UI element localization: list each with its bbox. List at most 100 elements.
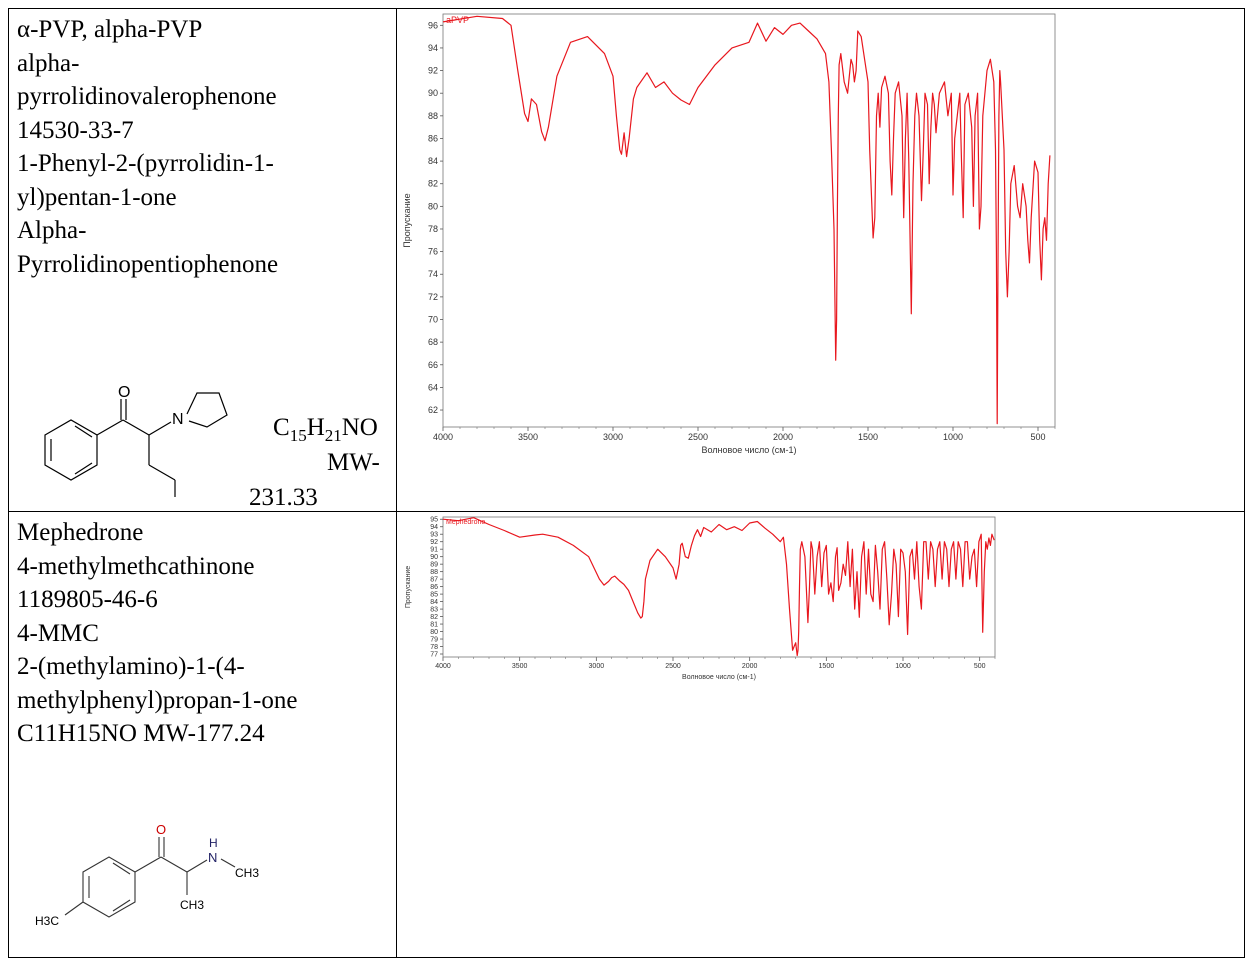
x-tick-label: 3000: [603, 432, 623, 442]
legend-label: aPVP: [446, 15, 469, 25]
name-line: pyrrolidinovalerophenone: [17, 83, 277, 110]
y-tick-label: 80: [428, 201, 438, 211]
name-line: Mephedrone: [17, 519, 144, 546]
x-tick-label: 1000: [895, 663, 911, 670]
spectrum-line: [442, 517, 995, 657]
y-tick-label: 96: [428, 20, 438, 30]
compound-text-lines: Mephedrone 4-methylmethcathinone 1189805…: [9, 512, 396, 751]
name-line: 4-methylmethcathinone: [17, 552, 255, 580]
x-tick-label: 3000: [588, 663, 604, 670]
y-tick-label: 90: [430, 554, 438, 561]
y-tick-label: 76: [428, 247, 438, 257]
name-line: Alpha-: [17, 217, 87, 244]
x-tick-label: 500: [1030, 432, 1045, 442]
benzene-ring: [82, 856, 136, 918]
x-tick-label: 1000: [943, 432, 963, 442]
compound-text-lines: α-PVP, alpha-PVP alpha- pyrrolidinovaler…: [9, 9, 396, 281]
oxygen-label: O: [118, 384, 130, 401]
y-tick-label: 94: [430, 524, 438, 531]
x-axis-label: Волновое число (см-1): [682, 674, 756, 681]
y-tick-label: 70: [428, 315, 438, 325]
cas-number: 1189805-46-6: [17, 586, 158, 613]
y-tick-label: 78: [428, 224, 438, 234]
mephedrone-structure: H3C O H N CH3 CH3: [35, 822, 259, 928]
spectrum-line: [442, 15, 1051, 425]
y-tick-label: 66: [428, 360, 438, 370]
y-axis-label: Пропускание: [402, 193, 412, 247]
x-tick-label: 3500: [518, 432, 538, 442]
nitrogen-label: N: [172, 411, 184, 428]
table-row: α-PVP, alpha-PVP alpha- pyrrolidinovaler…: [8, 8, 1245, 512]
x-tick-label: 2000: [741, 663, 757, 670]
y-tick-label: 89: [430, 561, 438, 568]
y-tick-label: 72: [428, 292, 438, 302]
n-methyl-label: CH3: [235, 866, 259, 880]
y-axis-label: Пропускание: [405, 566, 412, 608]
x-tick-label: 4000: [433, 432, 453, 442]
y-tick-label: 87: [430, 576, 438, 583]
y-tick-label: 78: [430, 644, 438, 651]
y-tick-label: 86: [428, 133, 438, 143]
y-tick-label: 68: [428, 337, 438, 347]
y-tick-label: 91: [430, 547, 438, 554]
name-line: methylphenyl)propan-1-one: [17, 686, 298, 714]
x-tick-label: 2500: [665, 663, 681, 670]
name-line: Pyrrolidinopentiophenone: [17, 250, 279, 278]
nitrogen-label: N: [208, 850, 217, 865]
y-tick-label: 83: [430, 606, 438, 613]
molecular-formula: C15H21NO: [273, 414, 378, 445]
pyrrolidine-ring: [186, 392, 228, 428]
name-line: alpha-: [17, 49, 80, 77]
alpha-pvp-structure: O N: [44, 384, 228, 497]
name-line: α-PVP, alpha-PVP: [17, 16, 203, 43]
table-row: Mephedrone 4-methylmethcathinone 1189805…: [8, 511, 1245, 958]
mw-value: 231.33: [249, 484, 318, 511]
y-tick-label: 92: [430, 539, 438, 546]
y-tick-label: 81: [430, 621, 438, 628]
y-tick-label: 84: [428, 156, 438, 166]
chart-background: [397, 10, 1058, 455]
y-tick-label: 62: [428, 405, 438, 415]
chart-background: [397, 513, 998, 685]
x-axis-label: Волновое число (см-1): [701, 445, 796, 455]
methyl-label: H3C: [35, 914, 59, 928]
name-line: yl)pentan-1-one: [17, 183, 177, 211]
compound-info-cell: α-PVP, alpha-PVP alpha- pyrrolidinovaler…: [8, 8, 397, 512]
y-tick-label: 88: [428, 111, 438, 121]
x-tick-label: 4000: [435, 663, 451, 670]
y-tick-label: 88: [430, 569, 438, 576]
benzene-ring: [44, 419, 98, 481]
y-tick-label: 74: [428, 269, 438, 279]
c-methyl-label: CH3: [180, 898, 204, 912]
hydrogen-label: H: [209, 836, 218, 850]
y-tick-label: 82: [428, 179, 438, 189]
y-tick-label: 93: [430, 532, 438, 539]
ir-spectrum-chart: 62 64 66 68 70 72 74 76 78 80 82 84 86 88 90 92 94 96 4000…: [397, 10, 1058, 455]
y-tick-label: 95: [430, 517, 438, 524]
x-tick-label: 1500: [818, 663, 834, 670]
y-tick-label: 77: [430, 651, 438, 658]
cas-number: 14530-33-7: [17, 116, 134, 144]
x-tick-label: 1500: [858, 432, 878, 442]
x-tick-label: 2500: [688, 432, 708, 442]
x-tick-label: 500: [973, 663, 985, 670]
oxygen-label: O: [156, 822, 166, 837]
spectra-table: α-PVP, alpha-PVP alpha- pyrrolidinovaler…: [8, 8, 1245, 958]
x-tick-label: 2000: [773, 432, 793, 442]
y-tick-label: 92: [428, 66, 438, 76]
y-tick-label: 90: [428, 88, 438, 98]
legend-label: Mephedrone: [446, 519, 485, 526]
spectrum-cell: 62 64 66 68 70 72 74 76 78 80 82 84 86 88 90 92 94 96 4000…: [395, 8, 1245, 512]
name-line: 1-Phenyl-2-(pyrrolidin-1-: [17, 150, 274, 177]
compound-info-cell: Mephedrone 4-methylmethcathinone 1189805…: [8, 511, 397, 958]
y-tick-label: 84: [430, 599, 438, 606]
name-line: 4-MMC: [17, 619, 99, 647]
x-tick-label: 3500: [511, 663, 527, 670]
spectrum-cell: 77 78 79 80 81 82 83 84 85 86 87 88 89 90 91 92 93 94 95 40…: [395, 511, 1245, 958]
y-tick-label: 86: [430, 584, 438, 591]
y-tick-label: 80: [430, 629, 438, 636]
y-tick-label: 64: [428, 382, 438, 392]
y-tick-label: 85: [430, 591, 438, 598]
name-line: 2-(methylamino)-1-(4-: [17, 653, 245, 680]
